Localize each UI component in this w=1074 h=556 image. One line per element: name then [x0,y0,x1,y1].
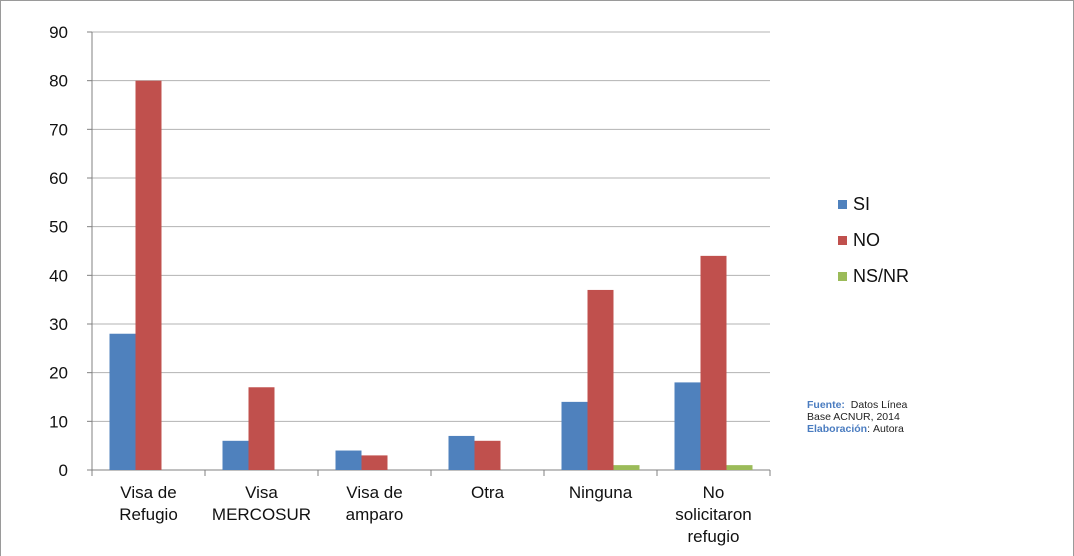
y-tick-label: 40 [49,266,68,285]
x-category-label: No [703,483,725,502]
legend-label-no: NO [853,229,880,250]
bar-no-3 [474,440,501,470]
source-fuente-label: Fuente: [807,399,845,411]
legend-swatch-nsnr [838,271,847,281]
bar-nsnr-5 [726,465,753,470]
y-tick-label: 70 [49,120,68,139]
x-category-label: MERCOSUR [212,505,311,524]
y-tick-label: 30 [49,315,68,334]
y-tick-label: 80 [49,72,68,91]
bar-no-5 [700,255,727,470]
bar-si-1 [222,440,249,470]
bar-no-1 [248,387,275,470]
bar-no-2 [361,455,388,470]
bar-si-4 [561,401,588,470]
y-tick-label: 10 [49,412,68,431]
source-elaboracion-label: Elaboración [807,423,868,435]
bar-si-2 [335,450,362,470]
source-note: Fuente: Datos Línea Base ACNUR, 2014 Ela… [807,399,907,435]
bar-no-0 [135,80,162,471]
x-category-label: Refugio [119,505,178,524]
y-tick-label: 60 [49,169,68,188]
x-category-label: Otra [471,483,505,502]
bar-nsnr-4 [613,465,640,470]
legend-item-no: NO [838,222,909,258]
x-category-label: amparo [346,505,404,524]
bar-no-4 [587,289,614,470]
legend-item-nsnr: NS/NR [838,258,909,294]
bar-si-3 [448,435,475,470]
y-tick-label: 20 [49,364,68,383]
source-elaboracion-text: Autora [872,423,904,435]
bar-si-5 [674,382,701,470]
legend-label-nsnr: NS/NR [853,265,910,286]
y-tick-label: 0 [59,461,68,480]
x-category-label: refugio [688,527,740,546]
y-tick-label: 50 [49,218,68,237]
x-category-label: Visa [245,483,278,502]
source-fuente-text: Datos Línea [850,399,908,411]
legend: SI NO NS/NR [838,186,909,294]
bar-si-0 [109,333,136,470]
legend-item-si: SI [838,186,909,222]
legend-label-si: SI [853,193,871,214]
x-category-label: Ninguna [569,483,633,502]
legend-swatch-si [838,199,847,209]
x-category-label: solicitaron [675,505,752,524]
x-category-label: Visa de [346,483,402,502]
source-fuente-text2: Base ACNUR, 2014 [807,411,900,423]
source-elaboracion-sep: : [867,423,871,435]
legend-swatch-no [838,235,847,245]
y-tick-label: 90 [49,23,68,42]
x-category-label: Visa de [120,483,176,502]
